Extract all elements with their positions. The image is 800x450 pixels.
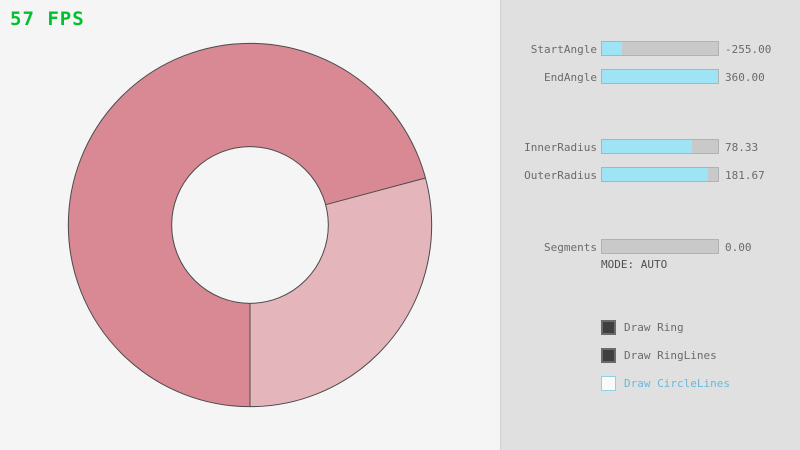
- draw-ring-checkbox[interactable]: [601, 319, 616, 335]
- inner-radius-label: InnerRadius: [524, 141, 597, 154]
- draw-circlelines-checkbox[interactable]: [601, 375, 616, 391]
- slider-row-start-angle: StartAngle -255.00: [501, 41, 800, 57]
- slider-row-segments: Segments 0.00: [501, 239, 800, 255]
- end-angle-slider-fill: [602, 70, 718, 83]
- start-angle-value: -255.00: [725, 43, 772, 56]
- end-angle-value: 360.00: [725, 71, 765, 84]
- draw-ringlines-label: Draw RingLines: [624, 348, 717, 362]
- checkbox-draw-circlelines[interactable]: Draw CircleLines: [601, 375, 730, 391]
- checkbox-draw-ring[interactable]: Draw Ring: [601, 319, 684, 335]
- ring-graphic: [67, 42, 433, 408]
- outer-radius-slider-fill: [602, 168, 708, 181]
- ring-inner-outline: [171, 146, 329, 304]
- end-angle-label: EndAngle: [544, 71, 597, 84]
- start-angle-slider-fill: [602, 42, 622, 55]
- slider-row-outer-radius: OuterRadius 181.67: [501, 167, 800, 183]
- segments-mode-label: MODE: AUTO: [601, 258, 668, 271]
- checkbox-draw-ringlines[interactable]: Draw RingLines: [601, 347, 717, 363]
- end-angle-slider[interactable]: [601, 69, 719, 84]
- inner-radius-value: 78.33: [725, 141, 759, 154]
- draw-ringlines-checkbox[interactable]: [601, 347, 616, 363]
- ring-light-sector: [250, 178, 432, 407]
- outer-radius-value: 181.67: [725, 169, 765, 182]
- controls-panel: StartAngle -255.00 EndAngle 360.00 Inner…: [500, 0, 800, 450]
- fps-counter: 57 FPS: [10, 8, 85, 30]
- ring-end-edge-line: [325, 177, 426, 206]
- slider-row-inner-radius: InnerRadius 78.33: [501, 139, 800, 155]
- outer-radius-label: OuterRadius: [524, 169, 597, 182]
- segments-label: Segments: [544, 241, 597, 254]
- slider-row-end-angle: EndAngle 360.00: [501, 69, 800, 85]
- segments-value: 0.00: [725, 241, 752, 254]
- draw-ring-label: Draw Ring: [624, 320, 684, 334]
- inner-radius-slider[interactable]: [601, 139, 719, 154]
- inner-radius-slider-fill: [602, 140, 693, 153]
- draw-circlelines-label: Draw CircleLines: [624, 376, 730, 390]
- drawing-canvas: 57 FPS: [10, 8, 433, 408]
- outer-radius-slider[interactable]: [601, 167, 719, 182]
- start-angle-label: StartAngle: [530, 43, 597, 56]
- segments-slider[interactable]: [601, 239, 719, 254]
- start-angle-slider[interactable]: [601, 41, 719, 56]
